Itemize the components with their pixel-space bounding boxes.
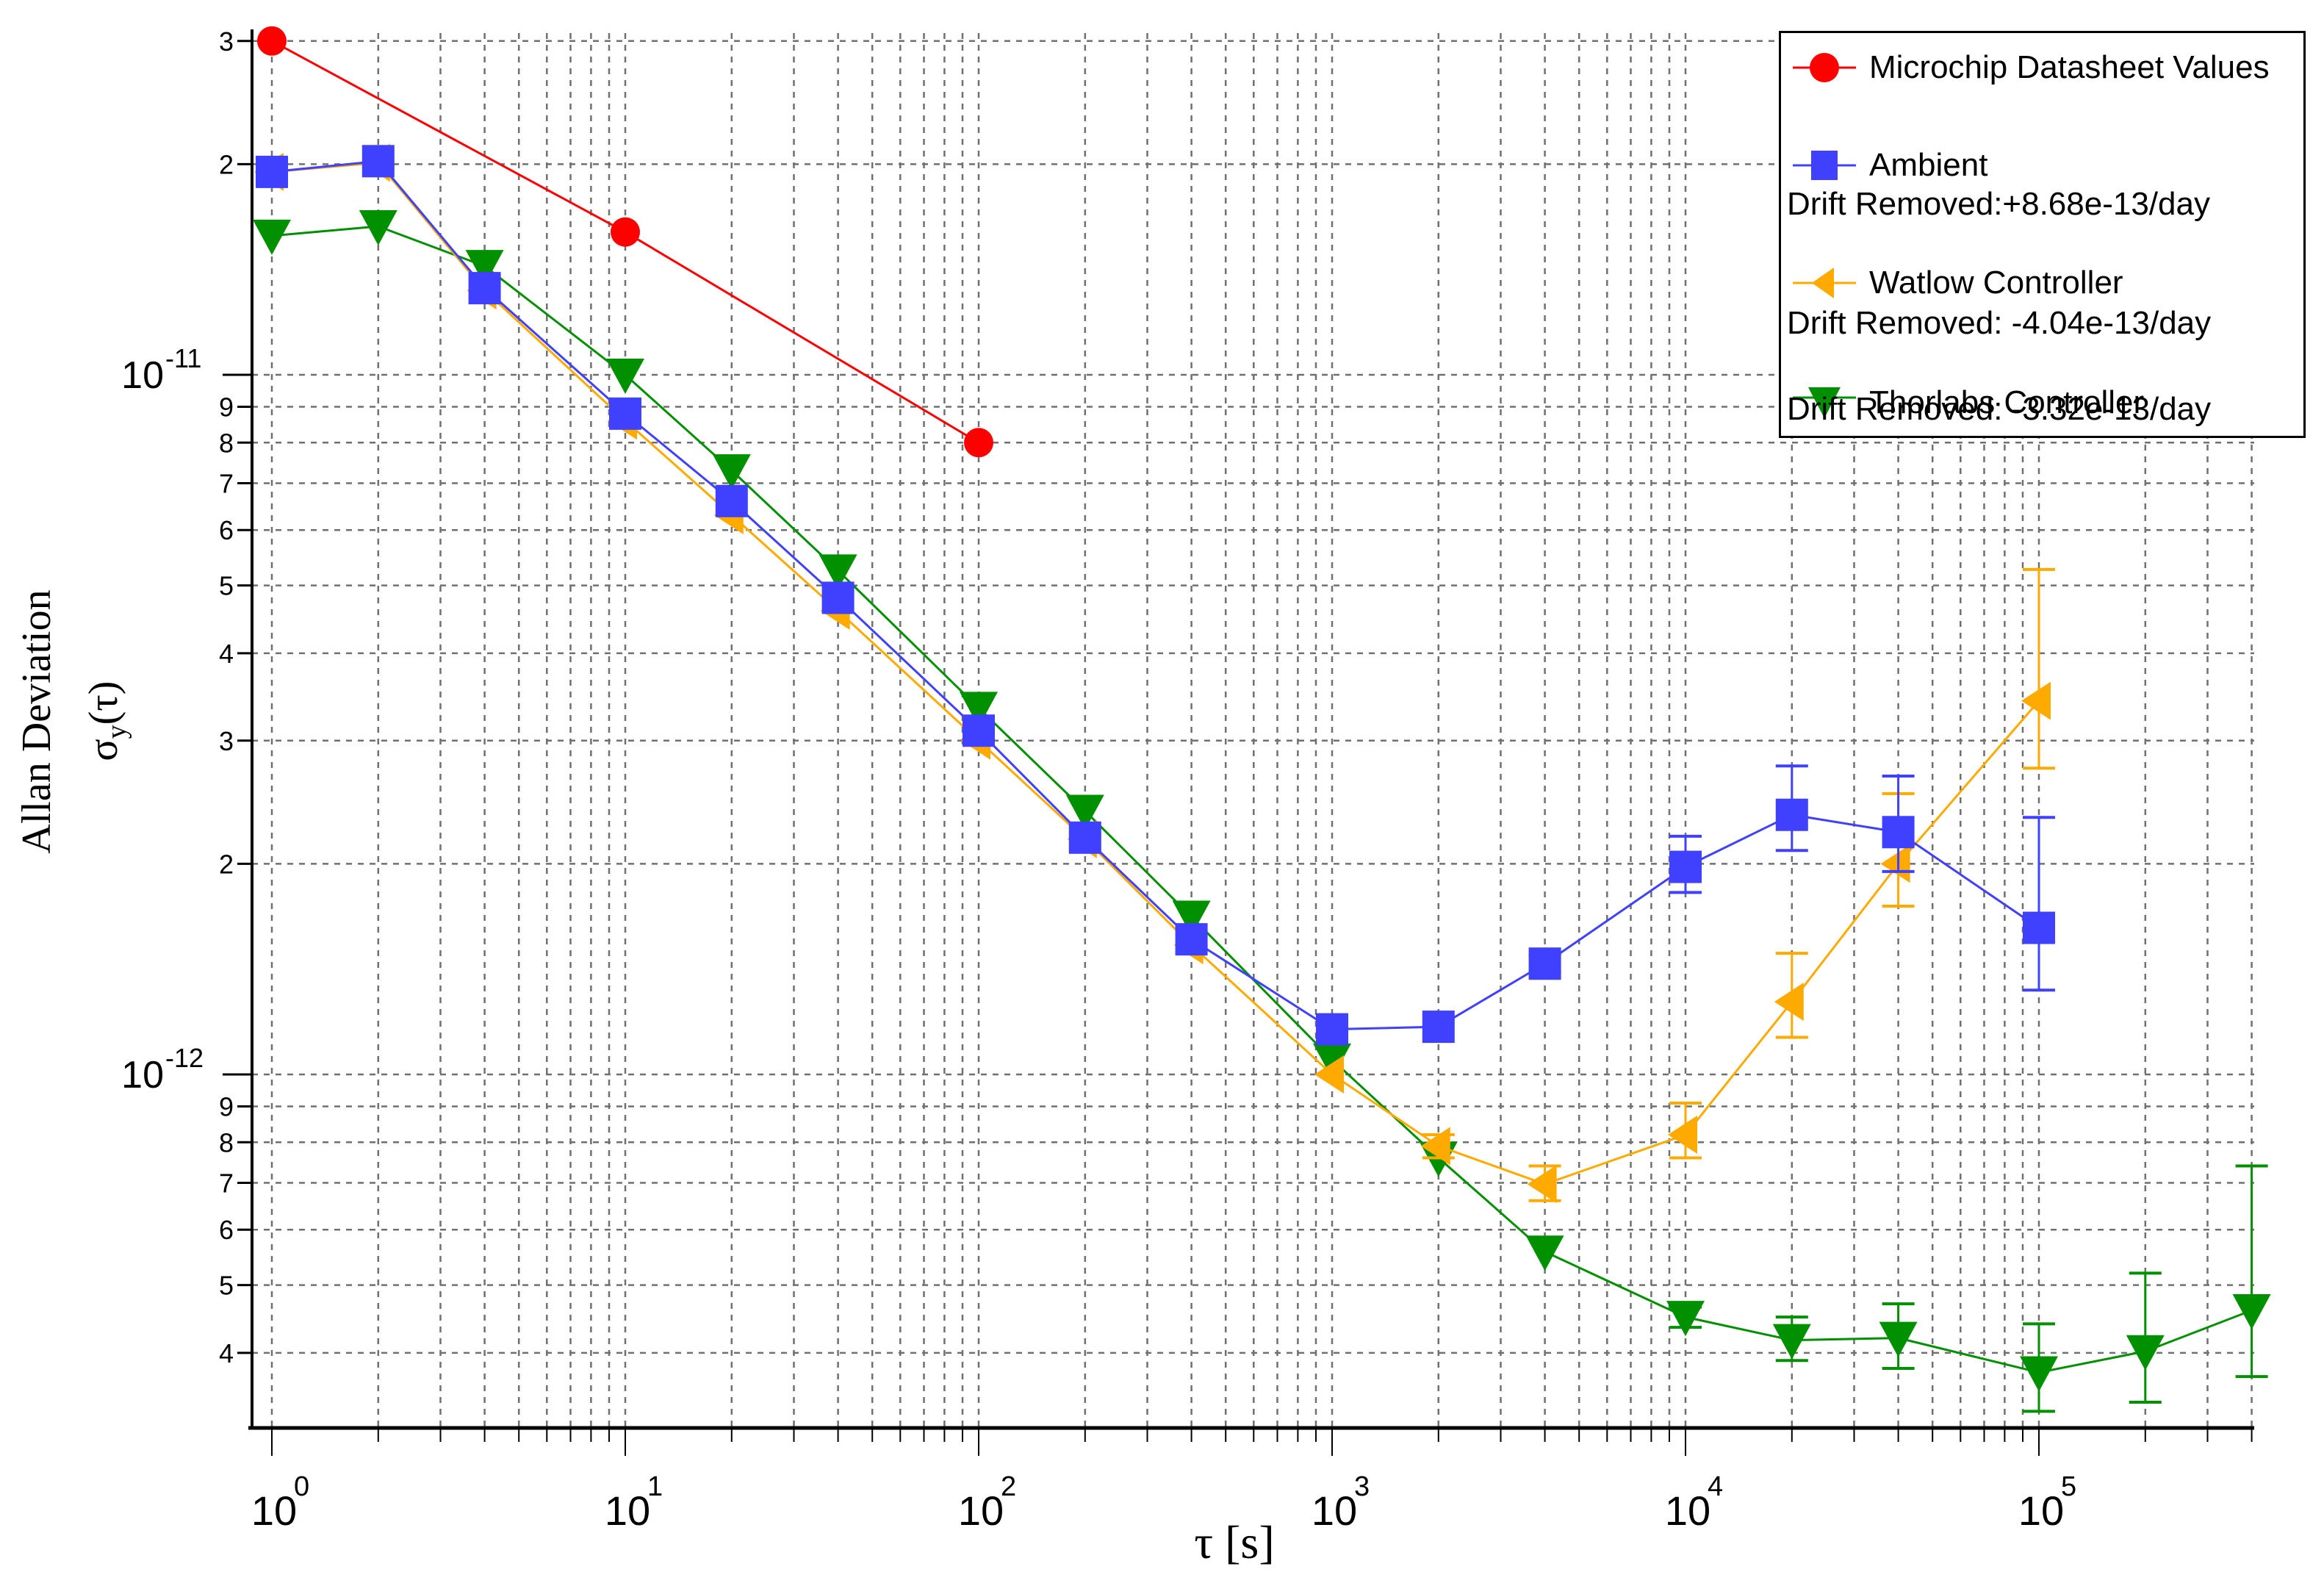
green-down-triangle-marker-icon	[1793, 387, 1856, 418]
svg-text:10: 10	[121, 354, 164, 397]
svg-text:5: 5	[219, 1271, 234, 1301]
series-thorlabs-controller	[253, 209, 2271, 1413]
svg-text:4: 4	[219, 639, 234, 669]
svg-text:4: 4	[219, 1338, 234, 1368]
svg-text:6: 6	[219, 515, 234, 545]
svg-text:6: 6	[219, 1215, 234, 1245]
svg-text:10: 10	[958, 1487, 1004, 1534]
legend-label: Watlow Controller	[1869, 265, 2123, 301]
y-axis-symbol: σy(τ)	[80, 681, 133, 761]
svg-text:4: 4	[1708, 1471, 1723, 1502]
svg-text:0: 0	[294, 1471, 309, 1502]
axes	[223, 29, 2254, 1456]
svg-text:3: 3	[219, 726, 234, 756]
grid-lines	[252, 33, 2254, 1428]
legend-drift-thorlabs: Drift Removed: -3.32e-13/day	[1787, 391, 2212, 427]
blue-square-marker-icon	[1793, 151, 1856, 180]
svg-text:10: 10	[121, 1054, 164, 1096]
data-series	[253, 26, 2271, 1413]
svg-text:2: 2	[219, 149, 234, 179]
svg-text:2: 2	[219, 849, 234, 879]
svg-text:9: 9	[219, 392, 234, 423]
svg-text:8: 8	[219, 1127, 234, 1157]
red-circle-marker-icon	[1793, 53, 1856, 82]
legend: Microchip Datasheet Values Ambient Drift…	[1779, 31, 2306, 438]
legend-drift-watlow: Drift Removed: -4.04e-13/day	[1787, 305, 2212, 341]
svg-text:2: 2	[1001, 1471, 1016, 1502]
x-axis-label: τ [s]	[1194, 1516, 1274, 1568]
svg-text:10: 10	[2018, 1487, 2064, 1534]
legend-label: Ambient	[1869, 147, 1988, 183]
svg-text:-11: -11	[165, 343, 201, 373]
svg-text:5: 5	[2061, 1471, 2076, 1502]
svg-text:10: 10	[605, 1487, 650, 1534]
svg-text:7: 7	[219, 1168, 234, 1198]
y-axis-label: Allan Deviation	[14, 589, 60, 854]
svg-text:10: 10	[251, 1487, 297, 1534]
svg-text:7: 7	[219, 468, 234, 498]
svg-text:10: 10	[1312, 1487, 1357, 1534]
legend-drift-ambient: Drift Removed:+8.68e-13/day	[1787, 186, 2210, 222]
series-microchip-datasheet-values	[257, 26, 993, 458]
svg-text:3: 3	[219, 26, 234, 57]
svg-text:8: 8	[219, 428, 234, 458]
series-ambient	[256, 145, 2055, 1046]
svg-text:9: 9	[219, 1092, 234, 1122]
svg-text:10: 10	[1665, 1487, 1710, 1534]
svg-text:-12: -12	[165, 1043, 204, 1073]
svg-text:3: 3	[1354, 1471, 1370, 1502]
orange-left-triangle-marker-icon	[1793, 268, 1856, 298]
svg-text:5: 5	[219, 571, 234, 601]
svg-text:1: 1	[647, 1471, 663, 1502]
legend-label: Thorlabs Controller	[1869, 384, 2145, 420]
legend-label: Microchip Datasheet Values	[1869, 49, 2270, 85]
